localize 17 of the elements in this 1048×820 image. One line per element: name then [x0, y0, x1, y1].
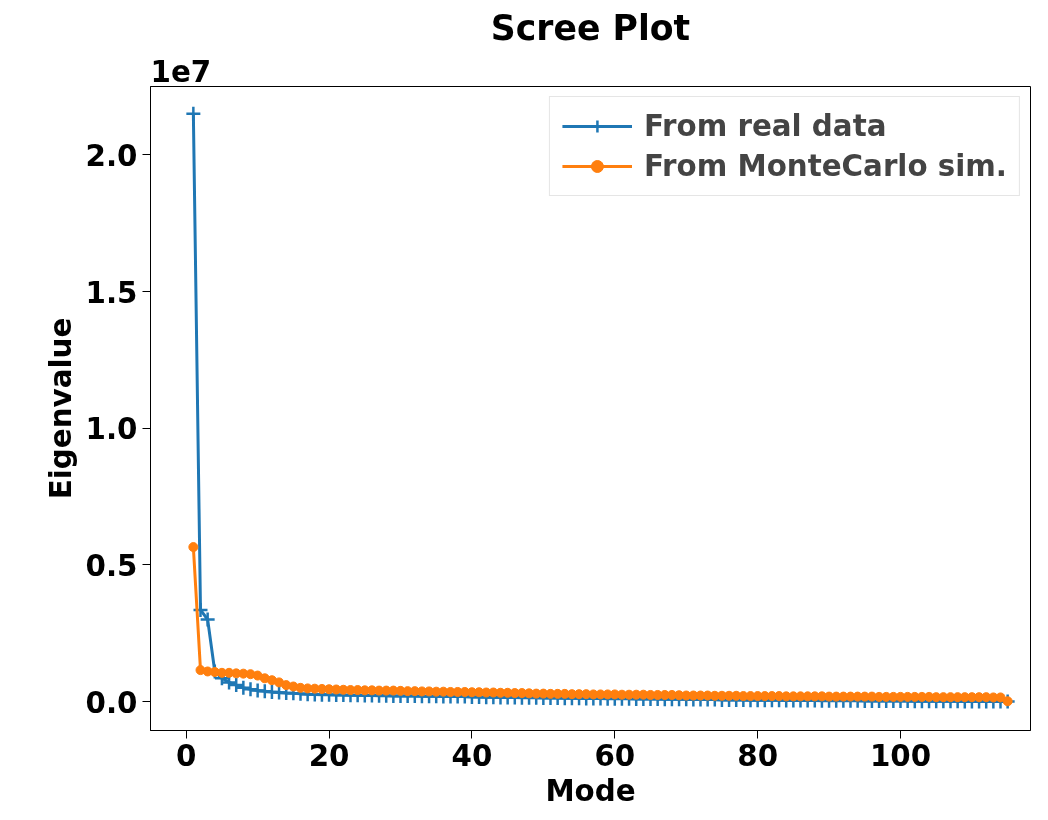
- legend-label: From MonteCarlo sim.: [643, 149, 1007, 183]
- y-tick-label: 2.0: [85, 138, 138, 173]
- y-tick-label: 0.5: [85, 548, 138, 583]
- y-tick-label: 0.0: [85, 685, 138, 720]
- annotation: 1e7: [150, 54, 212, 89]
- x-tick-label: 100: [869, 738, 932, 773]
- x-tick-label: 20: [308, 738, 350, 773]
- y-tick-label: 1.5: [85, 275, 138, 310]
- x-tick-label: 0: [176, 738, 197, 773]
- y-axis-title: Eigenvalue: [43, 317, 78, 500]
- x-axis-title: Mode: [545, 773, 636, 808]
- chart-title: Scree Plot: [490, 7, 691, 48]
- x-tick-label: 40: [451, 738, 493, 773]
- x-tick-label: 60: [594, 738, 636, 773]
- x-tick-label: 80: [737, 738, 779, 773]
- y-tick-label: 1.0: [85, 412, 138, 447]
- legend-label: From real data: [643, 109, 887, 143]
